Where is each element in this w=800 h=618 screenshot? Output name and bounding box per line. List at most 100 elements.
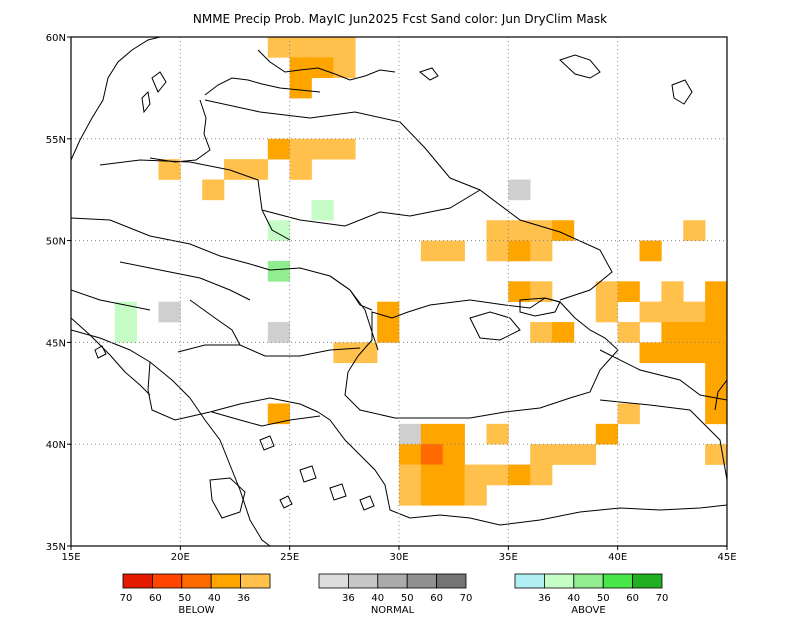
prob-cell-48 bbox=[377, 322, 400, 343]
prob-cell-21 bbox=[508, 220, 531, 241]
below-tick-label: 40 bbox=[208, 593, 221, 604]
prob-cell-67 bbox=[420, 423, 444, 445]
normal-swatch-0 bbox=[318, 573, 349, 589]
prob-cell-3 bbox=[333, 37, 356, 58]
border-balkans-2 bbox=[147, 361, 319, 421]
prob-cell-60 bbox=[705, 342, 727, 364]
prob-cell-15 bbox=[289, 159, 312, 180]
above-swatch-1 bbox=[544, 573, 575, 589]
x-tick-label: 30E bbox=[389, 552, 408, 563]
oland-island bbox=[141, 90, 151, 114]
aegean-island-1 bbox=[299, 465, 317, 483]
prob-cell-4 bbox=[289, 57, 312, 79]
normal-swatch-2 bbox=[377, 573, 408, 589]
aegean-island-4 bbox=[279, 495, 293, 509]
normal-tick-label: 40 bbox=[371, 593, 384, 604]
below-swatch-2 bbox=[181, 573, 212, 589]
prob-cell-86 bbox=[420, 484, 444, 506]
normal-tick-label: 60 bbox=[430, 593, 443, 604]
finland-gulf-coast bbox=[257, 49, 396, 81]
prob-cell-7 bbox=[289, 77, 312, 99]
below-swatch-4 bbox=[240, 573, 271, 589]
prob-cell-88 bbox=[464, 484, 487, 506]
prob-cell-55 bbox=[333, 342, 356, 364]
border-poland-belarus bbox=[99, 159, 291, 241]
x-tick-label: 20E bbox=[171, 552, 190, 563]
prob-cell-37 bbox=[705, 281, 727, 302]
prob-cell-59 bbox=[683, 342, 706, 364]
prob-cell-10 bbox=[311, 138, 334, 160]
prob-cell-0 bbox=[267, 37, 290, 58]
below-swatch-1 bbox=[151, 573, 183, 589]
below-swatch-0 bbox=[122, 573, 153, 589]
x-tick-label: 35E bbox=[499, 552, 518, 563]
prob-cell-44 bbox=[158, 301, 181, 323]
prob-cell-25 bbox=[420, 240, 444, 262]
prob-cell-36 bbox=[661, 281, 684, 302]
prob-cell-29 bbox=[530, 240, 553, 262]
black-sea-coast bbox=[344, 297, 619, 419]
prob-cell-9 bbox=[289, 138, 312, 160]
x-tick-label: 25E bbox=[280, 552, 299, 563]
border-slovakia-hungary bbox=[119, 261, 251, 301]
prob-cell-27 bbox=[486, 240, 509, 262]
above-tick-label: 50 bbox=[597, 593, 610, 604]
aegean-island-2 bbox=[329, 483, 347, 501]
border-caucasus bbox=[599, 349, 727, 401]
normal-tick-label: 36 bbox=[342, 593, 355, 604]
prob-cell-11 bbox=[333, 138, 356, 160]
prob-cell-20 bbox=[486, 220, 509, 241]
sweden-coast bbox=[71, 37, 161, 161]
above-swatch-2 bbox=[573, 573, 604, 589]
prob-cell-63 bbox=[267, 403, 290, 425]
prob-cell-24 bbox=[683, 220, 706, 241]
below-tick-label: 50 bbox=[178, 593, 191, 604]
border-austria-hungary bbox=[71, 289, 151, 311]
prob-cell-57 bbox=[639, 342, 662, 364]
above-tick-label: 60 bbox=[626, 593, 639, 604]
gotland-island bbox=[151, 71, 167, 93]
prob-cell-80 bbox=[442, 464, 465, 486]
prob-cell-18 bbox=[311, 199, 334, 221]
y-tick-label: 60N bbox=[46, 33, 66, 44]
prob-cell-30 bbox=[639, 240, 662, 262]
prob-cell-38 bbox=[595, 301, 618, 323]
prob-cell-85 bbox=[399, 484, 422, 506]
prob-cell-1 bbox=[289, 37, 312, 58]
prob-cell-6 bbox=[333, 57, 356, 79]
prob-cell-49 bbox=[530, 322, 553, 343]
prob-cell-43 bbox=[114, 301, 137, 323]
border-moldova bbox=[329, 275, 379, 351]
caspian-coast bbox=[714, 379, 727, 411]
y-tick-label: 45N bbox=[46, 338, 66, 349]
above-tick-label: 40 bbox=[567, 593, 580, 604]
prob-cell-81 bbox=[464, 464, 487, 486]
lake-ladoga bbox=[418, 67, 439, 81]
prob-cell-51 bbox=[617, 322, 640, 343]
below-tick-label: 36 bbox=[237, 593, 250, 604]
probability-cells bbox=[114, 37, 727, 506]
border-hungary-romania bbox=[189, 299, 241, 346]
prob-cell-68 bbox=[442, 423, 465, 445]
prob-cell-47 bbox=[267, 322, 290, 343]
y-tick-label: 40N bbox=[46, 440, 66, 451]
legend: 70 60 50 40 36 BELOW 36 40 50 60 70 NORMAL 36 40 50 60 7… bbox=[120, 573, 668, 616]
prob-cell-13 bbox=[224, 159, 247, 180]
normal-swatch-1 bbox=[347, 573, 379, 589]
prob-cell-82 bbox=[486, 464, 509, 486]
prob-cell-16 bbox=[202, 179, 225, 201]
x-tick-label: 45E bbox=[717, 552, 736, 563]
prob-cell-56 bbox=[355, 342, 378, 364]
prob-cell-69 bbox=[486, 423, 509, 445]
prob-cell-83 bbox=[508, 464, 531, 486]
below-tick-label: 70 bbox=[120, 593, 133, 604]
prob-cell-28 bbox=[508, 240, 531, 262]
prob-cell-64 bbox=[617, 403, 640, 425]
below-category-label: BELOW bbox=[178, 605, 214, 616]
above-category-label: ABOVE bbox=[571, 605, 605, 616]
aegean-island-3 bbox=[359, 495, 375, 511]
prob-cell-40 bbox=[661, 301, 684, 323]
prob-cell-39 bbox=[639, 301, 662, 323]
prob-cell-41 bbox=[683, 301, 706, 323]
